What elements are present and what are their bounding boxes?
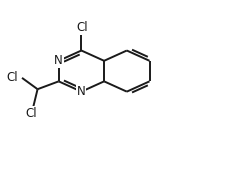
Text: Cl: Cl — [7, 71, 18, 84]
Text: Cl: Cl — [25, 107, 37, 120]
Text: Cl: Cl — [77, 21, 88, 34]
Text: N: N — [54, 54, 63, 67]
Text: N: N — [77, 85, 86, 98]
